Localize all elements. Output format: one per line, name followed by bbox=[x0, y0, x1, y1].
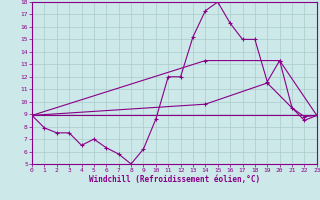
X-axis label: Windchill (Refroidissement éolien,°C): Windchill (Refroidissement éolien,°C) bbox=[89, 175, 260, 184]
